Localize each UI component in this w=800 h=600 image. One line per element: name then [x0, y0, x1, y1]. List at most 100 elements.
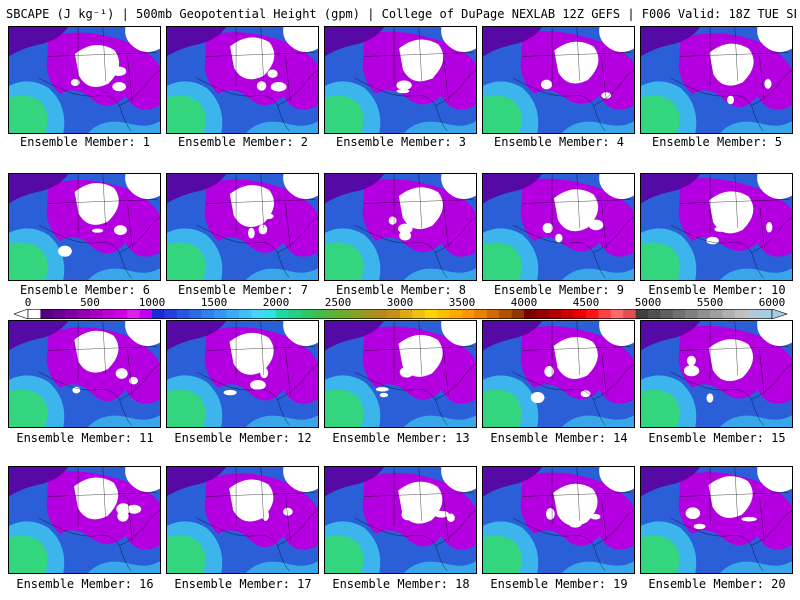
ensemble-member-map-12 — [166, 320, 319, 428]
colorbar-swatch — [586, 309, 599, 319]
colorbar-tick-labels: 0 500 1000 1500 2000 2500 3000 3500 4000 4500 5000… — [0, 296, 800, 309]
ensemble-member-map-2 — [166, 26, 319, 134]
colorbar-svg — [14, 309, 788, 319]
colorbar-swatch — [139, 309, 153, 319]
colorbar-swatch — [77, 309, 91, 319]
colorbar-swatch — [734, 309, 748, 319]
colorbar-swatch — [288, 309, 302, 319]
sbcape-field-10 — [641, 174, 792, 280]
colorbar-swatch — [623, 309, 636, 319]
colorbar-swatch — [685, 309, 698, 319]
colorbar-tick-label: 0 — [24, 296, 32, 309]
colorbar-tick-label: 2000 — [262, 296, 290, 309]
ensemble-member-label-8: Ensemble Member: 8 — [335, 283, 467, 297]
ensemble-member-map-20 — [640, 466, 793, 574]
colorbar-swatch — [276, 309, 289, 319]
colorbar-swatch — [635, 309, 649, 319]
colorbar-swatch — [127, 309, 140, 319]
sbcape-field-15 — [641, 321, 792, 427]
ensemble-member-map-10 — [640, 173, 793, 281]
sbcape-field-6 — [9, 174, 160, 280]
colorbar-swatch — [313, 309, 326, 319]
colorbar-tick-label: 3500 — [448, 296, 476, 309]
sbcape-field-7 — [167, 174, 318, 280]
colorbar-swatch — [114, 309, 128, 319]
ensemble-member-label-3: Ensemble Member: 3 — [335, 135, 467, 149]
colorbar-swatch — [90, 309, 103, 319]
colorbar-swatch — [65, 309, 78, 319]
colorbar-swatch — [189, 309, 202, 319]
colorbar-swatch — [226, 309, 240, 319]
ensemble-member-label-20: Ensemble Member: 20 — [648, 577, 786, 591]
colorbar-swatch — [511, 309, 525, 319]
colorbar-swatch — [759, 309, 773, 319]
sbcape-field-8 — [325, 174, 476, 280]
map-title: SBCAPE (J kg⁻¹) | 500mb Geopotential Hei… — [6, 7, 796, 21]
sbcape-field-12 — [167, 321, 318, 427]
colorbar-swatch — [449, 309, 463, 319]
colorbar-min-arrow — [14, 309, 29, 319]
ensemble-member-label-12: Ensemble Member: 12 — [174, 431, 312, 445]
ensemble-member-map-11 — [8, 320, 161, 428]
colorbar-swatch — [28, 309, 41, 319]
colorbar-swatch — [251, 309, 264, 319]
colorbar-swatch — [486, 309, 500, 319]
ensemble-member-map-13 — [324, 320, 477, 428]
colorbar-swatch — [214, 309, 227, 319]
colorbar-swatch — [536, 309, 550, 319]
colorbar-tick-label: 6000 — [758, 296, 786, 309]
colorbar-tick-label: 5000 — [634, 296, 662, 309]
ensemble-member-map-3 — [324, 26, 477, 134]
colorbar-swatch — [499, 309, 512, 319]
ensemble-member-map-4 — [482, 26, 635, 134]
colorbar-swatch — [610, 309, 624, 319]
sbcape-field-19 — [483, 467, 634, 573]
colorbar-swatch — [462, 309, 475, 319]
ensemble-member-map-14 — [482, 320, 635, 428]
colorbar-swatch — [722, 309, 736, 319]
ensemble-member-map-7 — [166, 173, 319, 281]
sbcape-field-17 — [167, 467, 318, 573]
ensemble-member-label-6: Ensemble Member: 6 — [19, 283, 151, 297]
colorbar-swatch — [747, 309, 760, 319]
colorbar-swatch — [648, 309, 661, 319]
colorbar-tick-label: 1000 — [138, 296, 166, 309]
ensemble-member-label-1: Ensemble Member: 1 — [19, 135, 151, 149]
ensemble-member-label-19: Ensemble Member: 19 — [490, 577, 628, 591]
ensemble-member-map-9 — [482, 173, 635, 281]
sbcape-colorbar — [14, 309, 788, 319]
colorbar-swatch — [52, 309, 66, 319]
sbcape-field-14 — [483, 321, 634, 427]
sbcape-field-4 — [483, 27, 634, 133]
ensemble-member-map-5 — [640, 26, 793, 134]
colorbar-swatch — [300, 309, 314, 319]
ensemble-member-label-7: Ensemble Member: 7 — [177, 283, 309, 297]
ensemble-member-label-17: Ensemble Member: 17 — [174, 577, 312, 591]
colorbar-tick-label: 3000 — [386, 296, 414, 309]
colorbar-swatch — [672, 309, 686, 319]
colorbar-swatch — [598, 309, 612, 319]
colorbar-swatch — [424, 309, 438, 319]
colorbar-swatch — [524, 309, 537, 319]
sbcape-field-2 — [167, 27, 318, 133]
ensemble-member-map-15 — [640, 320, 793, 428]
ensemble-member-map-17 — [166, 466, 319, 574]
ensemble-member-label-16: Ensemble Member: 16 — [16, 577, 154, 591]
colorbar-tick-label: 2500 — [324, 296, 352, 309]
ensemble-member-map-16 — [8, 466, 161, 574]
colorbar-swatch — [400, 309, 413, 319]
ensemble-member-map-19 — [482, 466, 635, 574]
colorbar-swatch — [338, 309, 351, 319]
colorbar-swatch — [176, 309, 190, 319]
ensemble-member-map-1 — [8, 26, 161, 134]
ensemble-member-label-5: Ensemble Member: 5 — [651, 135, 783, 149]
ensemble-member-label-11: Ensemble Member: 11 — [16, 431, 154, 445]
sbcape-field-16 — [9, 467, 160, 573]
ensemble-member-label-10: Ensemble Member: 10 — [648, 283, 786, 297]
ensemble-member-label-14: Ensemble Member: 14 — [490, 431, 628, 445]
colorbar-swatch — [40, 309, 54, 319]
sbcape-field-9 — [483, 174, 634, 280]
colorbar-swatch — [362, 309, 376, 319]
sbcape-field-18 — [325, 467, 476, 573]
sbcape-field-11 — [9, 321, 160, 427]
